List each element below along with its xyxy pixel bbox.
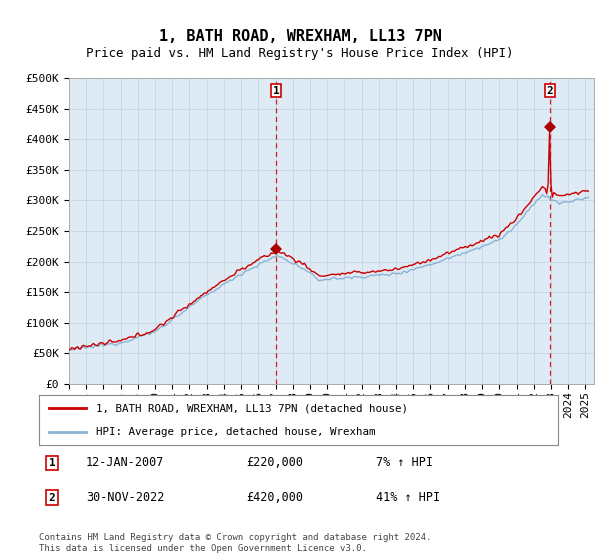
Text: 7% ↑ HPI: 7% ↑ HPI (376, 456, 433, 469)
Text: £220,000: £220,000 (247, 456, 304, 469)
Text: 1, BATH ROAD, WREXHAM, LL13 7PN: 1, BATH ROAD, WREXHAM, LL13 7PN (158, 29, 442, 44)
Text: £420,000: £420,000 (247, 491, 304, 504)
Text: 1, BATH ROAD, WREXHAM, LL13 7PN (detached house): 1, BATH ROAD, WREXHAM, LL13 7PN (detache… (96, 403, 408, 413)
Text: 12-JAN-2007: 12-JAN-2007 (86, 456, 164, 469)
Text: Price paid vs. HM Land Registry's House Price Index (HPI): Price paid vs. HM Land Registry's House … (86, 46, 514, 60)
Text: 1: 1 (273, 86, 280, 96)
Text: 1: 1 (49, 458, 55, 468)
Text: 2: 2 (546, 86, 553, 96)
Text: Contains HM Land Registry data © Crown copyright and database right 2024.
This d: Contains HM Land Registry data © Crown c… (39, 533, 431, 553)
Text: HPI: Average price, detached house, Wrexham: HPI: Average price, detached house, Wrex… (96, 427, 376, 437)
Text: 30-NOV-2022: 30-NOV-2022 (86, 491, 164, 504)
Text: 41% ↑ HPI: 41% ↑ HPI (376, 491, 440, 504)
Text: 2: 2 (49, 493, 55, 502)
